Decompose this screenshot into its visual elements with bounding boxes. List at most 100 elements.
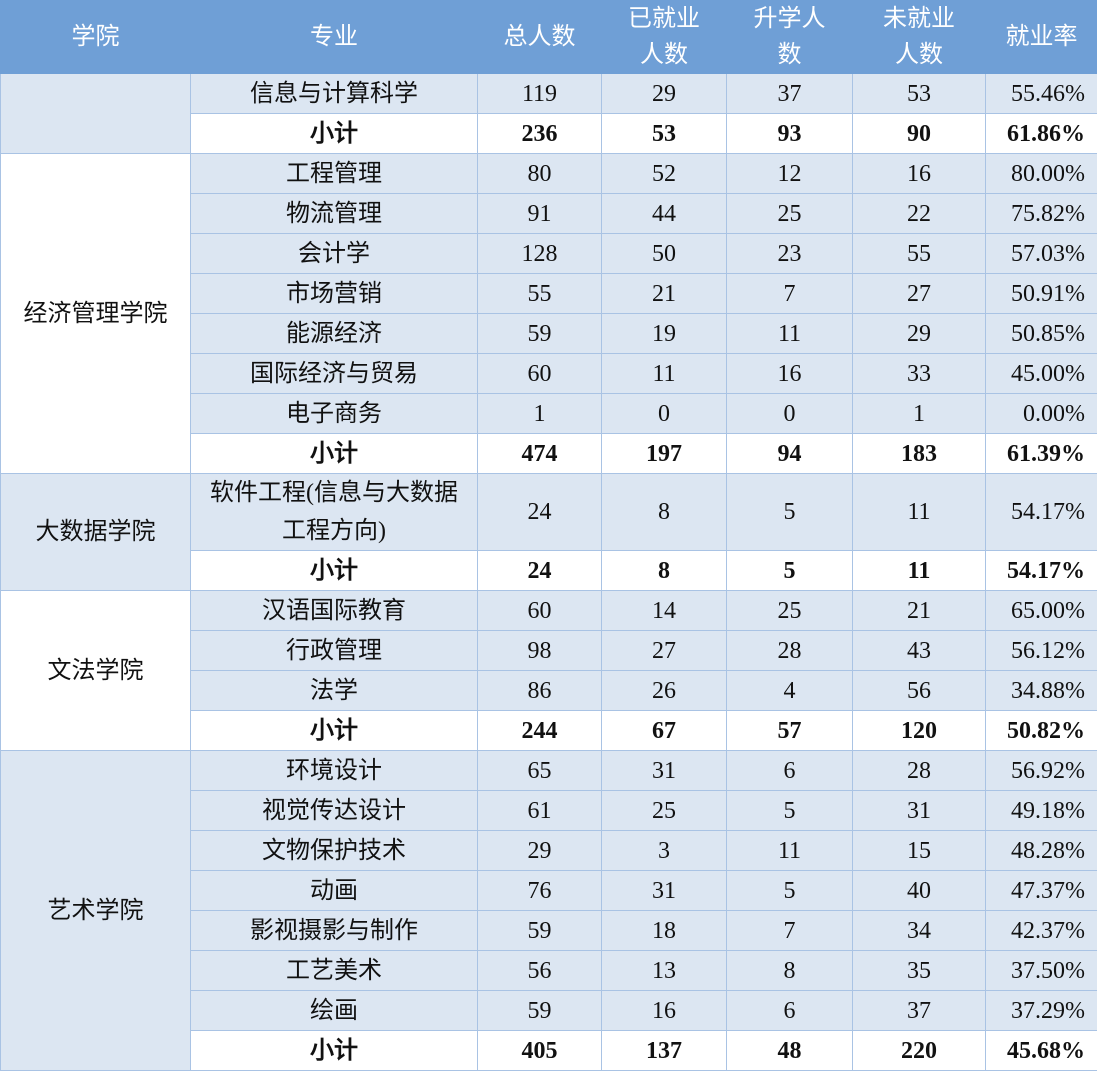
value-cell: 13: [601, 950, 727, 991]
college-name: 文法学院: [47, 657, 144, 684]
major-name: 市场营销: [286, 280, 382, 307]
value-cell: 18: [601, 910, 727, 951]
college-cell: 大数据学院: [0, 473, 191, 591]
subtotal-value: 57: [726, 710, 853, 751]
value-cell: 7: [726, 273, 853, 314]
value-cell: 45.00%: [985, 353, 1097, 394]
major-row: 经济管理学院 工程管理 80 52 12 16 80.00%: [0, 153, 1097, 474]
value-cell: 29: [852, 313, 986, 354]
value-cell: 0.00%: [985, 393, 1097, 434]
value-cell: 8: [601, 473, 727, 551]
major-row: 文法学院 汉语国际教育 60 14 25 21 65.00%: [0, 590, 1097, 751]
major-name-cell: 国际经济与贸易: [190, 353, 478, 394]
subtotal-value: 93: [726, 113, 853, 154]
value-cell: 43: [852, 630, 986, 671]
value-cell: 6: [726, 750, 853, 791]
subtotal-label: 小计: [190, 550, 478, 591]
major-row: 行政管理 98 27 28 43 56.12%: [1, 630, 1097, 671]
value-cell: 59: [477, 990, 602, 1031]
value-cell: 59: [477, 313, 602, 354]
subtotal-value: 67: [601, 710, 727, 751]
value-cell: 52: [601, 153, 727, 194]
value-cell: 24: [477, 473, 602, 551]
value-cell: 25: [726, 193, 853, 234]
major-row: 国际经济与贸易 60 11 16 33 45.00%: [1, 353, 1097, 394]
value-cell: 61: [477, 790, 602, 831]
value-cell: 54.17%: [985, 473, 1097, 551]
major-row: 信息与计算科学 119 29 37 53 55.46%: [0, 73, 1097, 154]
major-row: 工艺美术 56 13 8 35 37.50%: [1, 950, 1097, 991]
college-cell: [0, 73, 191, 154]
value-cell: 75.82%: [985, 193, 1097, 234]
value-cell: 31: [601, 750, 727, 791]
subtotal-value: 183: [852, 433, 986, 474]
value-cell: 14: [601, 590, 727, 631]
value-cell: 16: [726, 353, 853, 394]
major-name-cell: 法学: [190, 670, 478, 711]
value-cell: 26: [601, 670, 727, 711]
major-name: 影视摄影与制作: [250, 917, 418, 944]
value-cell: 23: [726, 233, 853, 274]
subtotal-value: 197: [601, 433, 727, 474]
subtotal-value: 120: [852, 710, 986, 751]
major-name: 绘画: [310, 997, 358, 1024]
subtotal-value: 137: [601, 1030, 727, 1071]
major-name: 工艺美术: [286, 957, 382, 984]
major-row: 动画 76 31 5 40 47.37%: [1, 870, 1097, 911]
major-row: 大数据学院 软件工程(信息与大数据工程方向) 24 8 5 11 54.17%: [0, 473, 1097, 591]
major-name: 环境设计: [286, 757, 382, 784]
value-cell: 11: [726, 313, 853, 354]
value-cell: 11: [726, 830, 853, 871]
value-cell: 57.03%: [985, 233, 1097, 274]
subtotal-row: 小计 236 53 93 90 61.86%: [1, 113, 1097, 154]
major-row: 市场营销 55 21 7 27 50.91%: [1, 273, 1097, 314]
subtotal-value: 61.86%: [985, 113, 1097, 154]
value-cell: 4: [726, 670, 853, 711]
subtotal-value: 11: [852, 550, 986, 591]
value-cell: 37.50%: [985, 950, 1097, 991]
subtotal-value: 61.39%: [985, 433, 1097, 474]
value-cell: 25: [726, 590, 853, 631]
value-cell: 48.28%: [985, 830, 1097, 871]
value-cell: 15: [852, 830, 986, 871]
subtotal-value: 8: [601, 550, 727, 591]
header-text: 专业: [310, 24, 358, 50]
major-name: 物流管理: [286, 200, 382, 227]
major-name-cell: 影视摄影与制作: [190, 910, 478, 951]
value-cell: 128: [477, 233, 602, 274]
college-cell: 经济管理学院: [0, 153, 191, 474]
major-name: 工程管理: [286, 160, 382, 187]
value-cell: 8: [726, 950, 853, 991]
subtotal-value: 50.82%: [985, 710, 1097, 751]
subtotal-value: 236: [477, 113, 602, 154]
value-cell: 50.85%: [985, 313, 1097, 354]
subtotal-value: 220: [852, 1030, 986, 1071]
value-cell: 65: [477, 750, 602, 791]
table-body: 信息与计算科学 119 29 37 53 55.46% 小计 236 53 93 90 61.86% 经…: [0, 73, 1097, 1071]
subtotal-row: 小计 405 137 48 220 45.68%: [1, 1030, 1097, 1071]
major-row: 艺术学院 环境设计 65 31 6 28 56.92%: [0, 750, 1097, 1071]
major-row: 物流管理 91 44 25 22 75.82%: [1, 193, 1097, 234]
major-name: 能源经济: [286, 320, 382, 347]
value-cell: 0: [726, 393, 853, 434]
major-row: 文物保护技术 29 3 11 15 48.28%: [1, 830, 1097, 871]
header-cell: 就业率: [985, 0, 1097, 74]
major-name-cell: 汉语国际教育: [190, 590, 478, 631]
value-cell: 1: [477, 393, 602, 434]
major-name-cell: 视觉传达设计: [190, 790, 478, 831]
value-cell: 31: [601, 870, 727, 911]
value-cell: 37: [852, 990, 986, 1031]
value-cell: 33: [852, 353, 986, 394]
value-cell: 47.37%: [985, 870, 1097, 911]
header-cell: 升学人数: [726, 0, 853, 74]
major-name-cell: 工程管理: [190, 153, 478, 194]
value-cell: 3: [601, 830, 727, 871]
college-cell: 文法学院: [0, 590, 191, 751]
header-text: 学院: [71, 24, 120, 50]
header-text: 未就业人数: [883, 6, 955, 68]
major-name-cell: 绘画: [190, 990, 478, 1031]
header-text: 就业率: [1005, 24, 1078, 50]
major-name: 动画: [310, 877, 358, 904]
value-cell: 16: [601, 990, 727, 1031]
